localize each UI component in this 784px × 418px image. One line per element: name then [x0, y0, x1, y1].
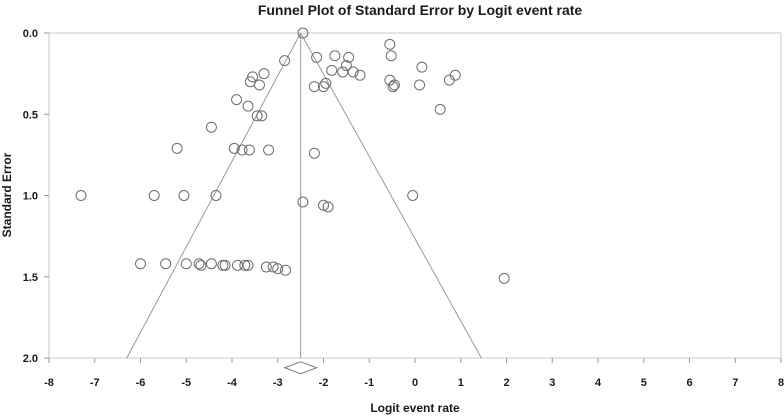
x-tick-label: -8: [44, 377, 54, 389]
data-point: [171, 142, 183, 154]
data-point: [256, 110, 268, 122]
x-tick-label: -4: [227, 377, 238, 389]
data-point: [242, 100, 254, 112]
chart-title: Funnel Plot of Standard Error by Logit e…: [258, 2, 583, 18]
data-point: [414, 79, 426, 91]
x-tick-label: 7: [732, 377, 738, 389]
data-point: [210, 190, 222, 201]
x-tick-label: -3: [273, 377, 283, 389]
data-point: [385, 50, 397, 62]
x-tick-label: -5: [181, 377, 191, 389]
data-points-layer: [75, 27, 510, 284]
data-point: [251, 110, 263, 122]
data-point: [243, 144, 255, 156]
data-point: [407, 190, 419, 201]
data-point: [267, 261, 279, 273]
data-point: [320, 77, 332, 89]
data-point: [253, 79, 265, 91]
data-point: [308, 147, 320, 159]
data-point: [160, 258, 172, 270]
x-axis-label: Logit event rate: [370, 401, 460, 415]
data-point: [205, 258, 217, 270]
x-axis-ticks: -8 -7 -6 -5 -4 -3 -2 -1 0 1 2 3 4 5 6 7 8: [44, 358, 784, 389]
data-point: [75, 190, 87, 201]
x-tick-label: 0: [412, 377, 418, 389]
data-point: [231, 94, 243, 106]
x-tick-label: 5: [641, 377, 647, 389]
y-tick-label: 0.0: [23, 28, 38, 40]
y-axis-label: Standard Error: [0, 152, 14, 237]
data-point: [180, 258, 192, 270]
data-point: [228, 142, 240, 154]
data-point: [498, 272, 510, 284]
x-tick-label: 2: [503, 377, 509, 389]
x-tick-label: 4: [595, 377, 602, 389]
data-point: [343, 51, 355, 63]
summary-diamond: [283, 361, 319, 375]
y-tick-label: 1.0: [23, 191, 38, 203]
data-point: [195, 259, 207, 271]
data-point: [205, 121, 217, 133]
data-point: [193, 258, 205, 270]
data-point: [231, 259, 243, 271]
data-point: [322, 201, 334, 213]
x-tick-label: 8: [778, 377, 784, 389]
data-point: [217, 259, 229, 271]
data-point: [354, 69, 366, 81]
x-tick-label: 6: [686, 377, 692, 389]
data-point: [387, 81, 399, 93]
data-point: [280, 264, 292, 276]
data-point: [340, 60, 352, 71]
data-point: [263, 144, 275, 156]
data-point: [347, 66, 359, 78]
y-tick-label: 0.5: [23, 109, 38, 121]
x-tick-label: -1: [364, 377, 374, 389]
funnel-left-line: [126, 32, 302, 359]
data-point: [258, 68, 270, 80]
data-point: [272, 263, 284, 275]
funnel-right-line: [300, 32, 482, 359]
y-tick-label: 1.5: [23, 272, 38, 284]
x-tick-label: -2: [319, 377, 329, 389]
data-point: [135, 258, 146, 270]
data-point: [337, 66, 349, 78]
x-tick-label: -7: [90, 377, 100, 389]
data-point: [297, 196, 309, 208]
data-point: [329, 50, 341, 62]
data-point: [242, 259, 254, 271]
x-tick-label: -6: [136, 377, 146, 389]
x-tick-label: 3: [549, 377, 555, 389]
data-point: [239, 259, 251, 271]
data-point: [219, 259, 231, 271]
data-point: [148, 190, 160, 201]
data-point: [236, 144, 248, 156]
data-point: [279, 55, 291, 67]
data-point: [311, 51, 323, 63]
data-point: [318, 199, 329, 211]
data-point: [297, 27, 309, 39]
data-point: [384, 74, 396, 86]
x-tick-label: 1: [458, 377, 464, 389]
data-point: [178, 190, 190, 201]
y-tick-label: 2.0: [23, 353, 38, 365]
data-point: [318, 81, 329, 93]
data-point: [434, 103, 446, 115]
data-point: [260, 261, 272, 273]
data-point: [443, 74, 455, 86]
data-point: [308, 81, 320, 93]
data-point: [247, 71, 259, 83]
y-axis-ticks: 0.0 0.5 1.0 1.5 2.0: [23, 28, 49, 365]
data-point: [416, 61, 428, 73]
funnel-layer: [126, 32, 482, 375]
data-point: [326, 64, 338, 76]
data-point: [384, 38, 396, 50]
